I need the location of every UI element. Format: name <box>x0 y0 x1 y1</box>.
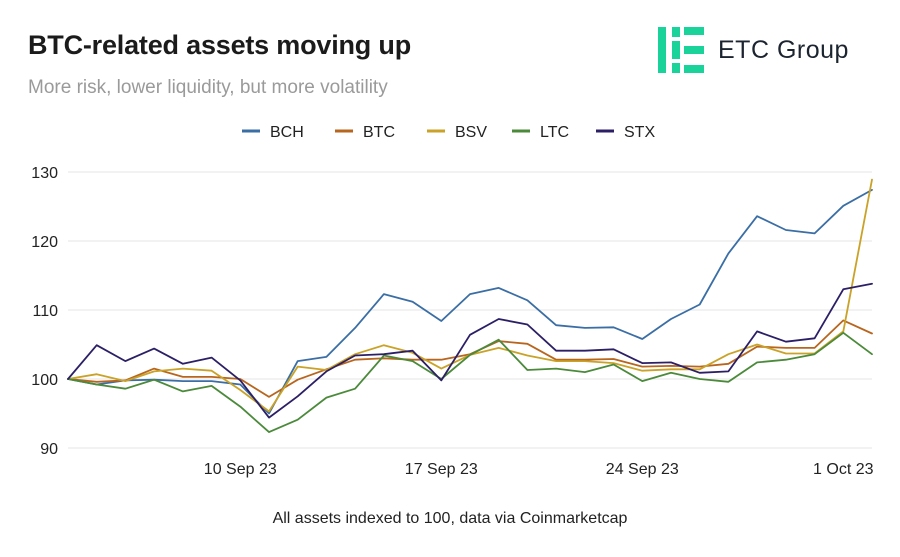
legend-label-btc: BTC <box>363 124 395 141</box>
x-tick-label: 1 Oct 23 <box>813 461 874 478</box>
chart-footnote: All assets indexed to 100, data via Coin… <box>272 510 628 527</box>
x-tick-label: 17 Sep 23 <box>405 461 478 478</box>
logo-text: ETC Group <box>718 35 849 64</box>
y-tick-label: 130 <box>31 165 58 182</box>
legend-label-bch: BCH <box>270 124 304 141</box>
legend-label-bsv: BSV <box>455 124 487 141</box>
series-line-stx <box>67 282 873 419</box>
y-axis: 90 100 110 120 130 <box>31 165 58 458</box>
x-axis: 10 Sep 23 17 Sep 23 24 Sep 23 1 Oct 23 <box>204 461 874 478</box>
y-tick-label: 110 <box>32 303 58 320</box>
series-line-ltc <box>67 331 873 434</box>
legend-label-ltc: LTC <box>540 124 569 141</box>
y-tick-label: 90 <box>40 441 58 458</box>
gridlines <box>68 171 872 449</box>
chart-legend: BCH BTC BSV LTC STX <box>242 124 655 141</box>
legend-label-stx: STX <box>624 124 655 141</box>
series-line-btc <box>67 319 873 398</box>
chart-subtitle: More risk, lower liquidity, but more vol… <box>28 77 388 98</box>
y-tick-label: 120 <box>31 234 58 251</box>
etc-group-logo-icon <box>658 27 704 73</box>
series-line-bch <box>67 188 873 415</box>
series-lines <box>67 178 873 434</box>
chart-title: BTC-related assets moving up <box>28 30 411 60</box>
y-tick-label: 100 <box>31 372 58 389</box>
brand-logo: ETC Group <box>658 27 849 73</box>
x-tick-label: 24 Sep 23 <box>606 461 679 478</box>
x-tick-label: 10 Sep 23 <box>204 461 277 478</box>
